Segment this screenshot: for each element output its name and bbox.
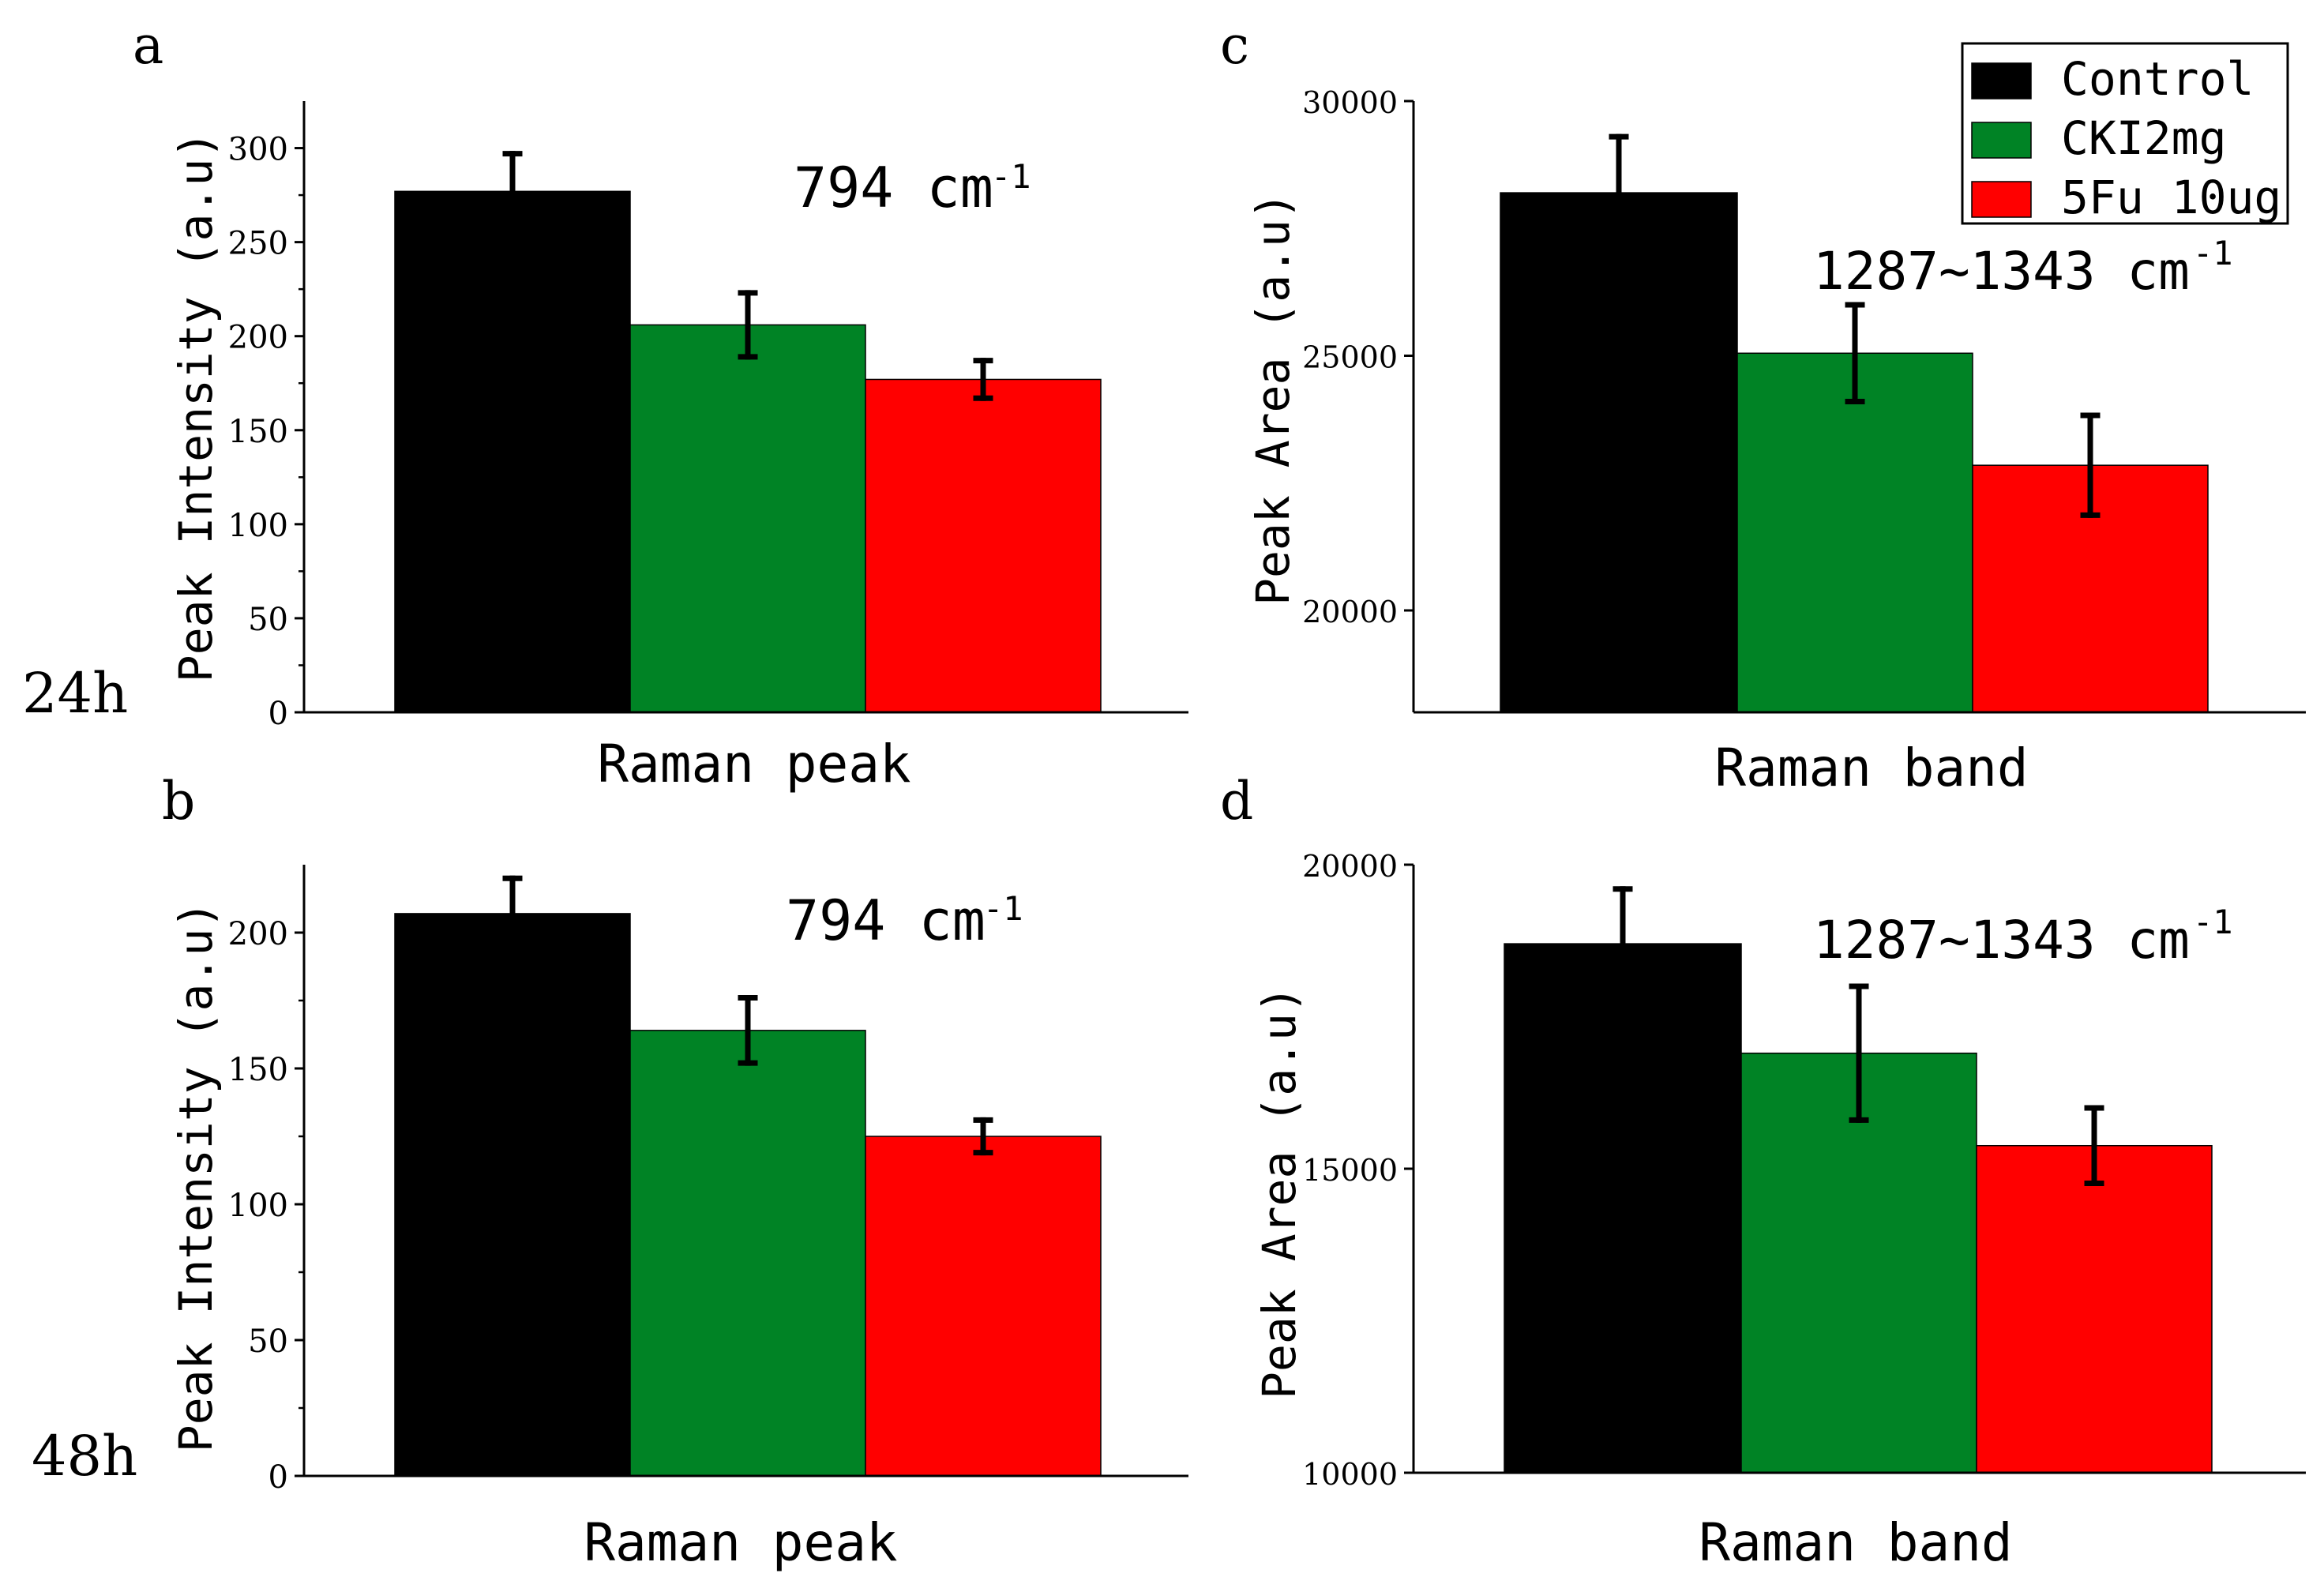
bar-control xyxy=(1504,943,1742,1474)
y-tick-label: 150 xyxy=(228,1052,288,1088)
y-axis-label: Peak Intensity (a.u) xyxy=(169,901,223,1452)
peak-annotation-superscript: -1 xyxy=(2193,234,2233,272)
error-bar-0 xyxy=(502,151,523,232)
legend-label-control: Control xyxy=(2061,52,2254,106)
y-tick-label: 15000 xyxy=(1302,1153,1398,1188)
y-tick-label: 50 xyxy=(248,1324,288,1360)
error-bar-0 xyxy=(1609,133,1629,252)
bar-control xyxy=(394,190,631,713)
error-bar-1 xyxy=(1845,302,1865,405)
y-tick-label: 20000 xyxy=(1302,849,1398,884)
y-tick-label: 200 xyxy=(228,916,288,952)
legend-swatch-cki2mg xyxy=(1971,122,2032,159)
peak-annotation: 794 cm xyxy=(786,888,986,953)
y-tick-label: 100 xyxy=(228,508,288,544)
bar-5fu-10ug xyxy=(1976,1144,2213,1474)
legend-swatch-control xyxy=(1971,62,2032,100)
legend-label-cki2mg: CKI2mg xyxy=(2061,111,2227,165)
peak-annotation: 794 cm xyxy=(794,156,993,220)
error-bar-2 xyxy=(2080,412,2101,518)
x-axis-label: Raman band xyxy=(1714,738,2028,798)
x-axis-label: Raman band xyxy=(1699,1512,2012,1573)
y-axis-label: Peak Area (a.u) xyxy=(1252,986,1306,1399)
y-tick-label: 250 xyxy=(228,226,288,262)
bar-control xyxy=(394,913,631,1477)
bar-cki2mg xyxy=(1736,352,1973,713)
peak-annotation-superscript: -1 xyxy=(991,157,1031,196)
bar-5fu-10ug xyxy=(865,378,1102,713)
legend-swatch-5fu xyxy=(1971,181,2032,218)
row-label-48h: 48h xyxy=(32,1424,137,1489)
y-tick-label: 100 xyxy=(228,1188,288,1224)
x-axis-label: Raman peak xyxy=(597,734,910,794)
row-label-24h: 24h xyxy=(22,661,128,726)
error-bar-0 xyxy=(1613,886,1633,1001)
y-axis-label: Peak Intensity (a.u) xyxy=(169,131,223,682)
y-tick-label: 30000 xyxy=(1302,85,1398,120)
y-tick-label: 150 xyxy=(228,414,288,450)
x-axis-label: Raman peak xyxy=(584,1512,897,1573)
peak-annotation-superscript: -1 xyxy=(2193,903,2233,941)
y-tick-label: 25000 xyxy=(1302,340,1398,375)
y-tick-label: 300 xyxy=(228,132,288,168)
y-tick-label: 50 xyxy=(248,602,288,638)
legend-label-5fu: 5Fu 10ug xyxy=(2061,171,2281,224)
y-tick-label: 0 xyxy=(268,1459,288,1496)
bar-5fu-10ug xyxy=(865,1136,1102,1477)
error-bar-2 xyxy=(2084,1105,2104,1186)
legend: Control CKI2mg 5Fu 10ug xyxy=(1961,42,2289,225)
y-tick-label: 10000 xyxy=(1302,1457,1398,1492)
panel-d: d 10000 15000 20000 Peak Area (a.u) Raman ban… xyxy=(1220,771,2306,1573)
panel-label: d xyxy=(1220,771,1253,832)
y-axis-label: Peak Area (a.u) xyxy=(1246,192,1300,606)
panel-label: a xyxy=(133,15,163,76)
peak-annotation: 1287~1343 cm xyxy=(1813,241,2190,302)
y-tick-label: 0 xyxy=(268,696,288,732)
bar-cki2mg xyxy=(629,1030,866,1477)
error-bar-2 xyxy=(973,1117,993,1156)
error-bar-1 xyxy=(738,290,758,360)
y-tick-label: 200 xyxy=(228,320,288,356)
bar-control xyxy=(1500,192,1738,713)
panel-c: c 20000 25000 30000 Peak Area (a.u) Raman ban… xyxy=(1220,15,2306,798)
peak-annotation-superscript: -1 xyxy=(983,889,1023,928)
peak-annotation: 1287~1343 cm xyxy=(1813,910,2190,971)
error-bar-0 xyxy=(502,875,523,952)
bar-cki2mg xyxy=(629,324,866,713)
y-tick-label: 20000 xyxy=(1302,595,1398,629)
error-bar-2 xyxy=(973,358,993,401)
bar-cki2mg xyxy=(1740,1052,1977,1474)
panel-label: b xyxy=(162,771,195,832)
error-bar-1 xyxy=(738,995,758,1066)
panel-label: c xyxy=(1220,15,1249,76)
error-bar-1 xyxy=(1849,983,1869,1123)
